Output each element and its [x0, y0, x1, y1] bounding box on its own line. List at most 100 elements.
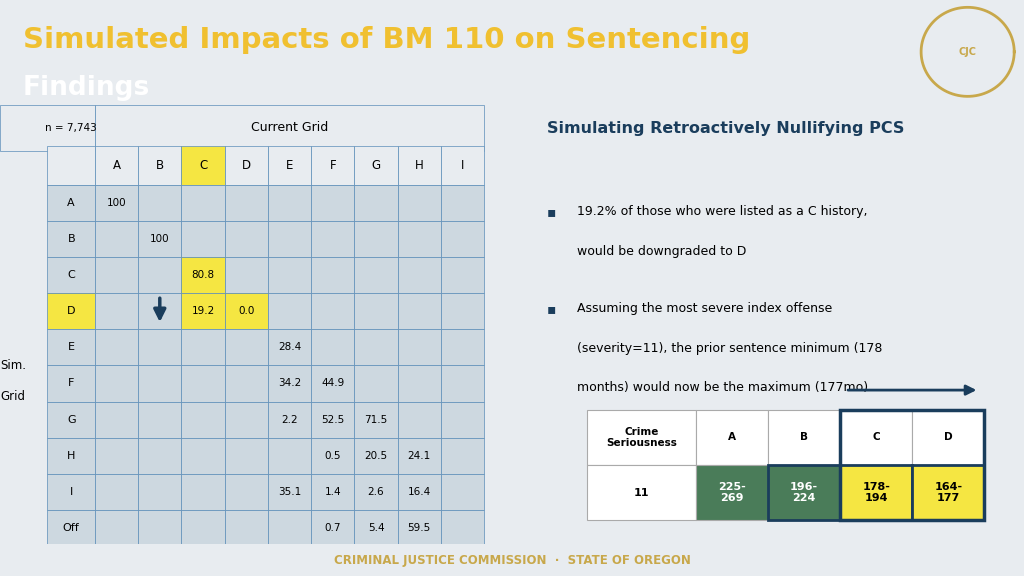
Bar	[95, 185, 138, 221]
Bar	[138, 474, 181, 510]
Text: 0.0: 0.0	[239, 306, 255, 316]
Text: 100: 100	[150, 234, 170, 244]
Text: 100: 100	[106, 198, 126, 208]
Text: Grid: Grid	[1, 390, 26, 403]
Bar	[354, 401, 397, 438]
Bar	[138, 257, 181, 293]
Text: 2.6: 2.6	[368, 487, 384, 497]
Text: 11: 11	[634, 487, 649, 498]
Text: 52.5: 52.5	[322, 415, 344, 425]
Text: H: H	[415, 159, 424, 172]
Bar	[311, 510, 354, 546]
Bar	[95, 401, 138, 438]
Bar	[311, 293, 354, 329]
Text: (severity=11), the prior sentence minimum (178: (severity=11), the prior sentence minimu…	[578, 342, 883, 355]
Text: 19.2% of those who were listed as a C history,: 19.2% of those who were listed as a C hi…	[578, 205, 867, 218]
Bar	[311, 401, 354, 438]
Text: ▪: ▪	[547, 205, 557, 219]
Bar	[47, 146, 95, 185]
Bar	[95, 257, 138, 293]
Text: CJC: CJC	[958, 47, 977, 57]
Bar	[181, 510, 224, 546]
Bar	[397, 474, 441, 510]
Text: A: A	[113, 159, 121, 172]
Bar	[441, 510, 484, 546]
Text: E: E	[286, 159, 293, 172]
Bar	[181, 438, 224, 474]
Text: 34.2: 34.2	[278, 378, 301, 388]
Bar	[268, 185, 311, 221]
Bar	[268, 146, 311, 185]
Bar	[912, 410, 984, 465]
Text: 20.5: 20.5	[365, 451, 387, 461]
Bar	[354, 293, 397, 329]
Text: E: E	[68, 342, 75, 353]
Bar	[841, 465, 912, 520]
Bar	[441, 146, 484, 185]
Bar	[95, 365, 138, 401]
Text: Off: Off	[62, 523, 80, 533]
Bar	[441, 474, 484, 510]
Text: 2.2: 2.2	[282, 415, 298, 425]
Text: A: A	[68, 198, 75, 208]
Bar	[224, 474, 268, 510]
Bar	[138, 365, 181, 401]
Bar	[441, 438, 484, 474]
Bar	[181, 365, 224, 401]
Bar	[224, 510, 268, 546]
Bar	[311, 474, 354, 510]
Bar	[268, 365, 311, 401]
Text: 225-
269: 225- 269	[719, 482, 746, 503]
Bar	[0, 105, 95, 151]
Text: G: G	[372, 159, 381, 172]
Bar	[354, 438, 397, 474]
Text: 35.1: 35.1	[278, 487, 301, 497]
Bar	[47, 474, 95, 510]
Text: B: B	[156, 159, 164, 172]
Bar	[354, 221, 397, 257]
Bar	[587, 410, 696, 465]
Bar	[268, 221, 311, 257]
Text: F: F	[68, 378, 75, 388]
Bar	[397, 293, 441, 329]
Bar	[768, 410, 841, 465]
Text: 178-
194: 178- 194	[862, 482, 890, 503]
Bar	[441, 401, 484, 438]
Text: months) would now be the maximum (177mo): months) would now be the maximum (177mo)	[578, 381, 868, 395]
Bar	[95, 293, 138, 329]
Text: Crime
Seriousness: Crime Seriousness	[606, 427, 677, 448]
Bar	[912, 465, 984, 520]
Bar	[224, 146, 268, 185]
Bar	[354, 365, 397, 401]
Text: D: D	[944, 433, 952, 442]
Bar	[696, 410, 768, 465]
Bar	[138, 401, 181, 438]
Bar	[397, 401, 441, 438]
Bar	[95, 438, 138, 474]
Bar	[181, 474, 224, 510]
Text: G: G	[67, 415, 76, 425]
Bar	[397, 221, 441, 257]
Text: H: H	[67, 451, 76, 461]
Bar	[841, 410, 984, 520]
Bar	[354, 329, 397, 365]
Text: 5.4: 5.4	[368, 523, 384, 533]
Text: 16.4: 16.4	[408, 487, 431, 497]
Bar	[181, 185, 224, 221]
Bar	[397, 365, 441, 401]
Bar	[138, 293, 181, 329]
Bar	[397, 510, 441, 546]
Bar	[311, 185, 354, 221]
Text: 80.8: 80.8	[191, 270, 215, 280]
Text: F: F	[330, 159, 336, 172]
Bar	[47, 510, 95, 546]
Text: C: C	[199, 159, 207, 172]
Bar	[181, 146, 224, 185]
Text: 24.1: 24.1	[408, 451, 431, 461]
Bar	[47, 401, 95, 438]
Bar	[397, 146, 441, 185]
Text: A: A	[728, 433, 736, 442]
Bar	[224, 221, 268, 257]
Text: 59.5: 59.5	[408, 523, 431, 533]
Bar	[354, 146, 397, 185]
